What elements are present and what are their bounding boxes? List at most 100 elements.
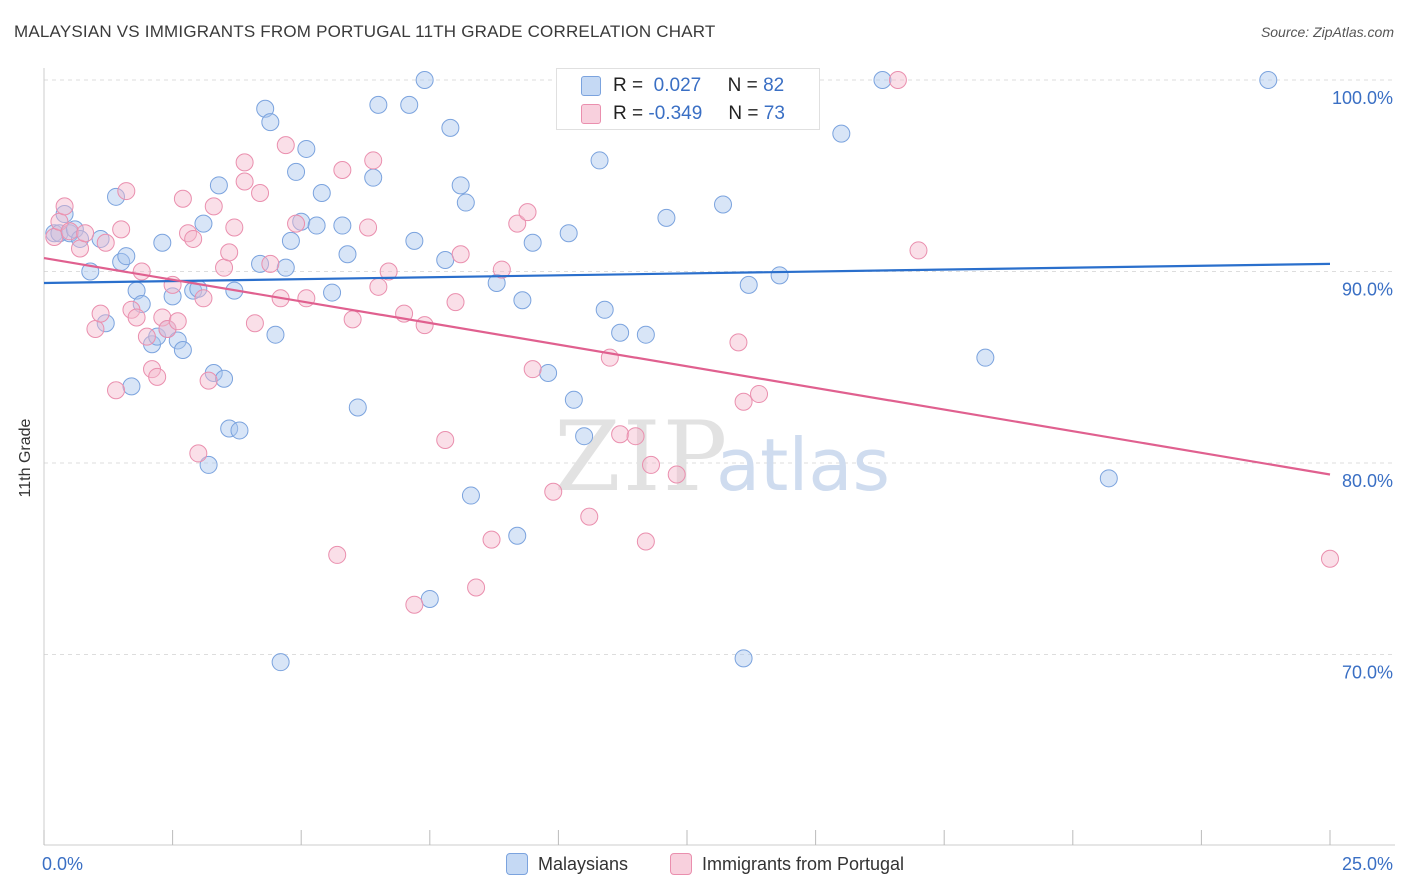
data-point (400, 95, 419, 114)
n-value: 82 (763, 75, 785, 96)
data-point (976, 348, 995, 367)
data-point (739, 275, 758, 294)
watermark-atlas: atlas (716, 423, 890, 507)
data-point (230, 421, 249, 440)
data-point (137, 327, 156, 346)
data-point (132, 295, 151, 314)
data-point (714, 195, 733, 214)
data-point (611, 323, 630, 342)
data-point (215, 258, 234, 277)
data-point (379, 262, 398, 281)
data-point (168, 312, 187, 331)
data-point (117, 247, 136, 266)
data-point (770, 266, 789, 285)
stats-legend: R = 0.027 N = 82 R = -0.349 N = 73 (556, 68, 820, 130)
watermark: ZIP atlas (554, 401, 890, 513)
data-point (729, 333, 748, 352)
data-point (523, 360, 542, 379)
data-point (415, 316, 434, 335)
trend-lines (43, 257, 1331, 476)
data-point (513, 291, 532, 310)
data-point (564, 390, 583, 409)
data-point (107, 187, 126, 206)
data-point (364, 151, 383, 170)
data-point (60, 222, 79, 241)
data-point (487, 273, 506, 292)
data-point (245, 314, 264, 333)
data-point (369, 277, 388, 296)
stats-row-portugal: R = -0.349 N = 73 (581, 102, 785, 126)
data-point (148, 367, 167, 386)
data-point (873, 71, 892, 89)
data-point (158, 319, 177, 338)
data-point (276, 136, 295, 155)
data-point (832, 124, 851, 143)
data-point (194, 289, 213, 308)
data-point (86, 319, 105, 338)
data-point (189, 444, 208, 463)
data-point (168, 331, 187, 350)
r-value: 0.027 (653, 75, 702, 96)
data-point (209, 176, 228, 195)
legend-label-portugal: Immigrants from Portugal (702, 853, 905, 874)
data-point (71, 229, 90, 248)
data-point (287, 162, 306, 181)
r-label: R = (613, 103, 644, 124)
data-point (312, 183, 331, 202)
data-point (575, 427, 594, 446)
data-point (297, 139, 316, 158)
trend-line-1 (43, 257, 1331, 476)
data-point (636, 325, 655, 344)
data-point (107, 381, 126, 400)
data-point (204, 197, 223, 216)
data-point (148, 327, 167, 346)
data-point (523, 233, 542, 252)
data-point (127, 308, 146, 327)
stats-row-malaysians: R = 0.027 N = 82 (581, 74, 784, 98)
data-point (199, 371, 218, 390)
malaysians-swatch (581, 76, 601, 96)
data-point (122, 377, 141, 396)
data-point (132, 262, 151, 281)
data-point (508, 526, 527, 545)
data-point (611, 425, 630, 444)
data-point (436, 431, 455, 450)
data-point (750, 385, 769, 404)
data-point (405, 595, 424, 614)
data-point (96, 233, 115, 252)
data-point (539, 363, 558, 382)
data-point (71, 239, 90, 258)
data-point (343, 310, 362, 329)
data-point (626, 427, 645, 446)
legend-item-portugal: Immigrants from Portugal (670, 852, 904, 876)
data-point (544, 482, 563, 501)
y-tick-label: 80.0% (1342, 471, 1393, 491)
data-point (199, 455, 218, 474)
data-point (456, 193, 475, 212)
data-point (153, 308, 172, 327)
legend-item-malaysians: Malaysians (506, 852, 628, 876)
watermark-zip: ZIP (554, 401, 729, 513)
data-point (420, 589, 439, 608)
data-point (446, 293, 465, 312)
data-point (369, 95, 388, 114)
data-point (441, 118, 460, 137)
data-point (251, 254, 270, 273)
data-point (338, 245, 357, 264)
data-point (364, 168, 383, 187)
series-malaysians (45, 71, 1278, 672)
data-point (45, 224, 64, 243)
data-point (271, 653, 290, 672)
data-point (256, 99, 275, 118)
portugal-swatch (581, 104, 601, 124)
r-label: R = (613, 75, 644, 96)
data-point (251, 183, 270, 202)
data-point (179, 224, 198, 243)
data-point (261, 113, 280, 132)
data-point (235, 172, 254, 191)
data-point (235, 153, 254, 172)
data-point (153, 233, 172, 252)
data-point (1099, 469, 1118, 488)
x-tick-label-max: 25.0% (1342, 854, 1393, 874)
data-point (225, 218, 244, 237)
